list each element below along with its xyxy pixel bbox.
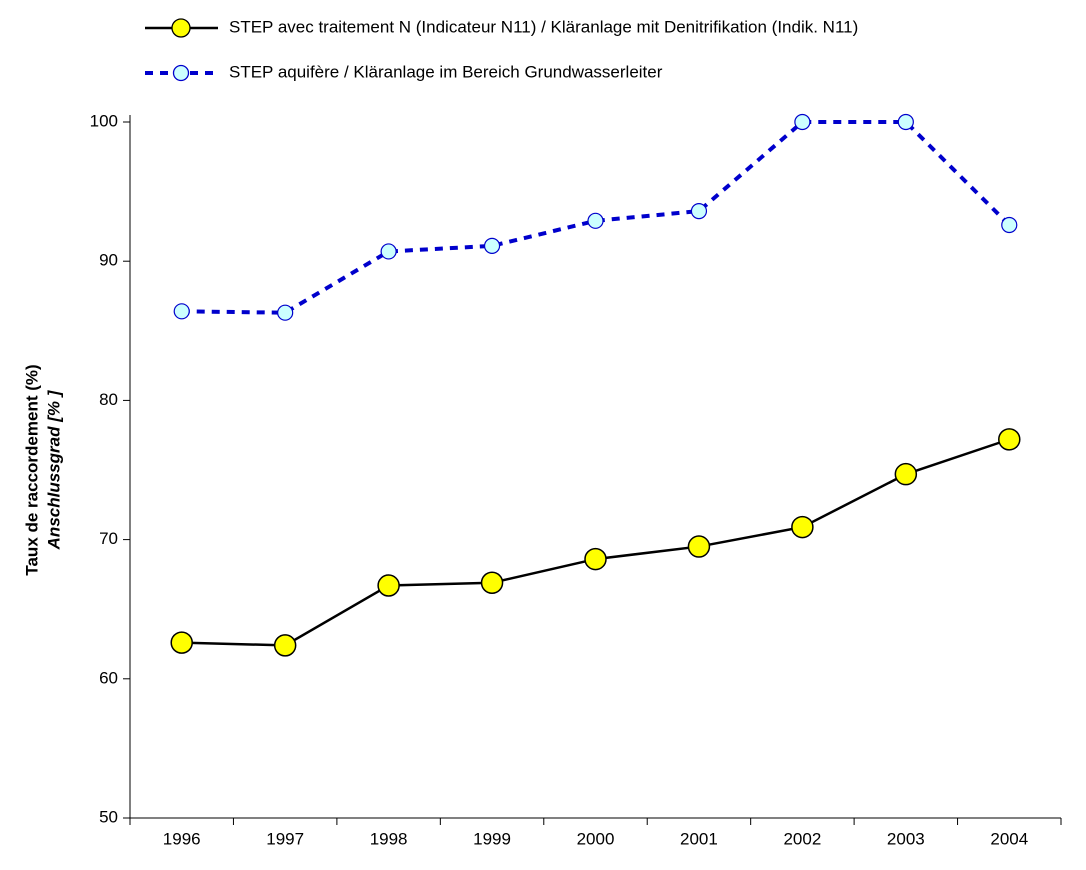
- y-axis-label: Taux de raccordement (%): [22, 364, 41, 575]
- legend-label: STEP avec traitement N (Indicateur N11) …: [229, 17, 858, 36]
- marker: [998, 428, 1021, 451]
- x-tick-label: 1999: [473, 829, 511, 848]
- legend-marker: [172, 64, 190, 82]
- x-tick-label: 1997: [266, 829, 304, 848]
- marker: [377, 574, 400, 597]
- series-line: [181, 438, 1010, 647]
- marker: [894, 462, 918, 486]
- legend-label: STEP aquifère / Kläranlage im Bereich Gr…: [229, 62, 663, 81]
- x-tick-label: 2004: [990, 829, 1028, 848]
- y-tick-label: 70: [99, 529, 118, 548]
- marker: [584, 547, 607, 571]
- marker: [173, 303, 190, 320]
- x-tick-label: 2001: [680, 829, 718, 848]
- marker: [687, 535, 711, 558]
- marker: [273, 634, 297, 657]
- marker: [277, 304, 294, 321]
- marker: [380, 243, 397, 260]
- y-tick-label: 60: [99, 668, 118, 687]
- marker: [897, 113, 914, 131]
- y-tick-label: 50: [99, 807, 118, 826]
- x-tick-label: 1998: [370, 829, 408, 848]
- x-tick-label: 1996: [163, 829, 201, 848]
- y-tick-label: 80: [99, 390, 118, 409]
- marker: [791, 515, 814, 539]
- marker: [690, 202, 708, 220]
- marker: [1001, 216, 1018, 234]
- marker: [170, 631, 193, 654]
- legend-marker: [171, 18, 191, 38]
- x-tick-label: 2002: [783, 829, 821, 848]
- marker: [483, 237, 501, 254]
- marker: [794, 113, 811, 131]
- x-tick-label: 2003: [887, 829, 925, 848]
- marker: [587, 212, 604, 229]
- y-tick-label: 90: [99, 251, 118, 270]
- y-tick-label: 100: [90, 111, 118, 130]
- x-tick-label: 2000: [577, 829, 615, 848]
- marker: [480, 571, 504, 595]
- y-axis-label: Anschlussgrad [% ]: [44, 389, 63, 550]
